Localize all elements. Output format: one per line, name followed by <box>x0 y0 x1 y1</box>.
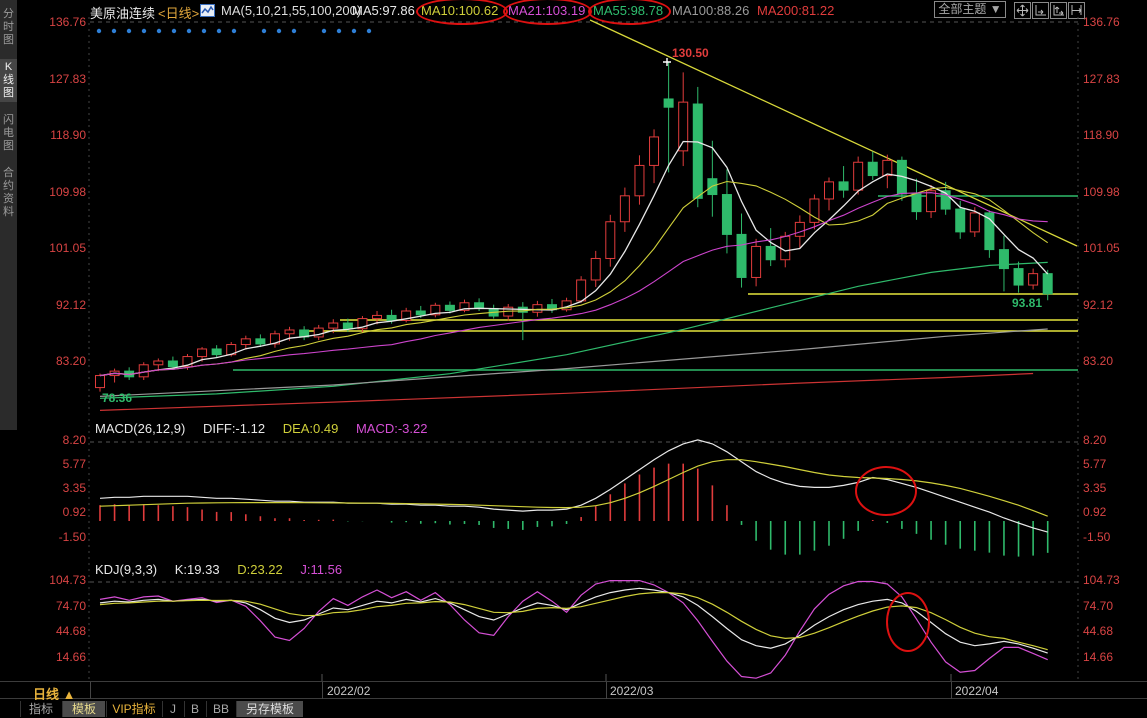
pan-icon[interactable] <box>1014 2 1031 19</box>
tab-6[interactable]: 另存模板 <box>236 701 303 717</box>
sidebar: 分时图 K线图闪电图合约资料 <box>0 0 17 430</box>
y-axis-label: 8.20 <box>62 433 86 447</box>
date-label-2: 2022/04 <box>955 684 999 698</box>
y-axis-label: 44.68 <box>55 624 86 638</box>
macd-dea-value: DEA:0.49 <box>282 421 339 436</box>
y-axis-label: 136.76 <box>1083 15 1120 29</box>
y-axis-label: -1.50 <box>1083 530 1111 544</box>
tab-2[interactable]: VIP指标 <box>106 701 161 717</box>
y-axis-label: 0.92 <box>62 505 86 519</box>
y-axis-label: 109.98 <box>1083 184 1120 199</box>
y-axis-label: 0.92 <box>1083 505 1107 519</box>
date-label-0: 2022/02 <box>327 684 371 698</box>
sidebar-item-2[interactable]: 闪电图 <box>3 114 14 152</box>
macd-macd-value: MACD:-3.22 <box>355 421 428 436</box>
y-axis-label: 3.35 <box>1083 481 1107 495</box>
kdj-name: KDJ(9,3,3) <box>95 562 158 577</box>
macd-name: MACD(26,12,9) <box>95 421 186 436</box>
reset-scale-icon[interactable] <box>1068 2 1085 19</box>
date-tick <box>322 682 323 699</box>
y-axis-label: 127.83 <box>49 71 86 86</box>
tab-4[interactable]: B <box>184 701 205 717</box>
y-axis-label: 3.35 <box>62 481 86 495</box>
y-axis-label: 118.90 <box>50 128 86 142</box>
ma-value-2: MA21:103.19 <box>508 3 586 18</box>
y-axis-label: 136.76 <box>49 15 86 29</box>
date-label-1: 2022/03 <box>610 684 654 698</box>
ma-value-0: MA5:97.86 <box>352 3 415 18</box>
kdj-k-value: K:19.33 <box>174 562 220 577</box>
divider <box>90 682 91 699</box>
y-axis-label: 127.83 <box>1083 71 1120 86</box>
sidebar-item-0[interactable]: 分时图 <box>3 8 14 46</box>
y-axis-label: 92.12 <box>55 297 86 312</box>
y-axis-label: 8.20 <box>1083 433 1107 447</box>
date-tick <box>606 682 607 699</box>
y-axis-label: 83.20 <box>1083 354 1114 368</box>
y-axis-label: 5.77 <box>62 457 86 471</box>
y-axis-label: 5.77 <box>1083 457 1107 471</box>
kdj-j-value: J:11.56 <box>300 562 343 577</box>
low-price-mark: 78.36 <box>102 391 133 405</box>
y-axis-scale-icon[interactable] <box>1050 2 1067 19</box>
kdj-header: KDJ(9,3,3) K:19.33 D:23.22 J:11.56 <box>95 562 356 577</box>
sidebar-item-3[interactable]: 合约资料 <box>3 167 14 218</box>
macd-header: MACD(26,12,9) DIFF:-1.12 DEA:0.49 MACD:-… <box>95 421 442 436</box>
y-axis-label: 14.66 <box>1083 650 1114 664</box>
chart-header: 美原油连续 <日线> MA(5,10,21,55,100,200) 全部主题 ▼… <box>0 0 1147 21</box>
y-axis-label: 14.66 <box>55 650 86 664</box>
y-axis-label: 74.70 <box>1083 599 1114 613</box>
tab-0[interactable]: 指标 <box>20 701 61 717</box>
y-axis-label: 101.05 <box>49 241 86 255</box>
macd-diff-value: DIFF:-1.12 <box>202 421 266 436</box>
high-price-mark: 130.50 <box>672 46 709 60</box>
tab-3[interactable]: J <box>162 701 183 717</box>
last-price-mark: 93.81 <box>1012 296 1043 310</box>
y-axis-label: 104.73 <box>1083 573 1120 587</box>
ma-value-4: MA100:88.26 <box>672 3 750 18</box>
period-tag[interactable]: <日线> <box>158 6 200 21</box>
symbol-title: 美原油连续 <box>90 6 156 21</box>
y-axis-label: 92.12 <box>1083 297 1114 312</box>
y-axis-label: -1.50 <box>58 530 86 544</box>
chart-type-icon[interactable] <box>200 4 215 20</box>
tab-5[interactable]: BB <box>206 701 235 717</box>
ma-value-5: MA200:81.22 <box>757 3 835 18</box>
date-axis: 日线 ▲ 2022/02 2022/03 2022/04 <box>0 681 1147 702</box>
period-selector[interactable]: 日线 ▲ <box>33 687 76 702</box>
theme-dropdown-button[interactable]: 全部主题 ▼ <box>934 1 1006 18</box>
y-axis-label: 44.68 <box>1083 624 1114 638</box>
kdj-d-value: D:23.22 <box>237 562 283 577</box>
y-axis-label: 109.98 <box>49 184 86 199</box>
x-axis-scale-icon[interactable] <box>1032 2 1049 19</box>
ma-value-1: MA10:100.62 <box>421 3 499 18</box>
ma-value-3: MA55:98.78 <box>593 3 664 18</box>
tab-1[interactable]: 模板 <box>62 701 105 717</box>
y-axis-label: 74.70 <box>55 599 86 613</box>
sidebar-item-1[interactable]: K线图 <box>0 59 17 102</box>
y-axis-label: 104.73 <box>49 573 86 587</box>
y-axis-label: 101.05 <box>1083 241 1120 255</box>
y-axis-label: 83.20 <box>55 354 86 368</box>
bottom-tab-bar: 指标 模板 VIP指标 J B BB 另存模板 <box>0 700 1147 718</box>
ma-settings: MA(5,10,21,55,100,200) <box>221 3 362 18</box>
y-axis-label: 118.90 <box>1083 128 1119 142</box>
date-tick <box>951 682 952 699</box>
